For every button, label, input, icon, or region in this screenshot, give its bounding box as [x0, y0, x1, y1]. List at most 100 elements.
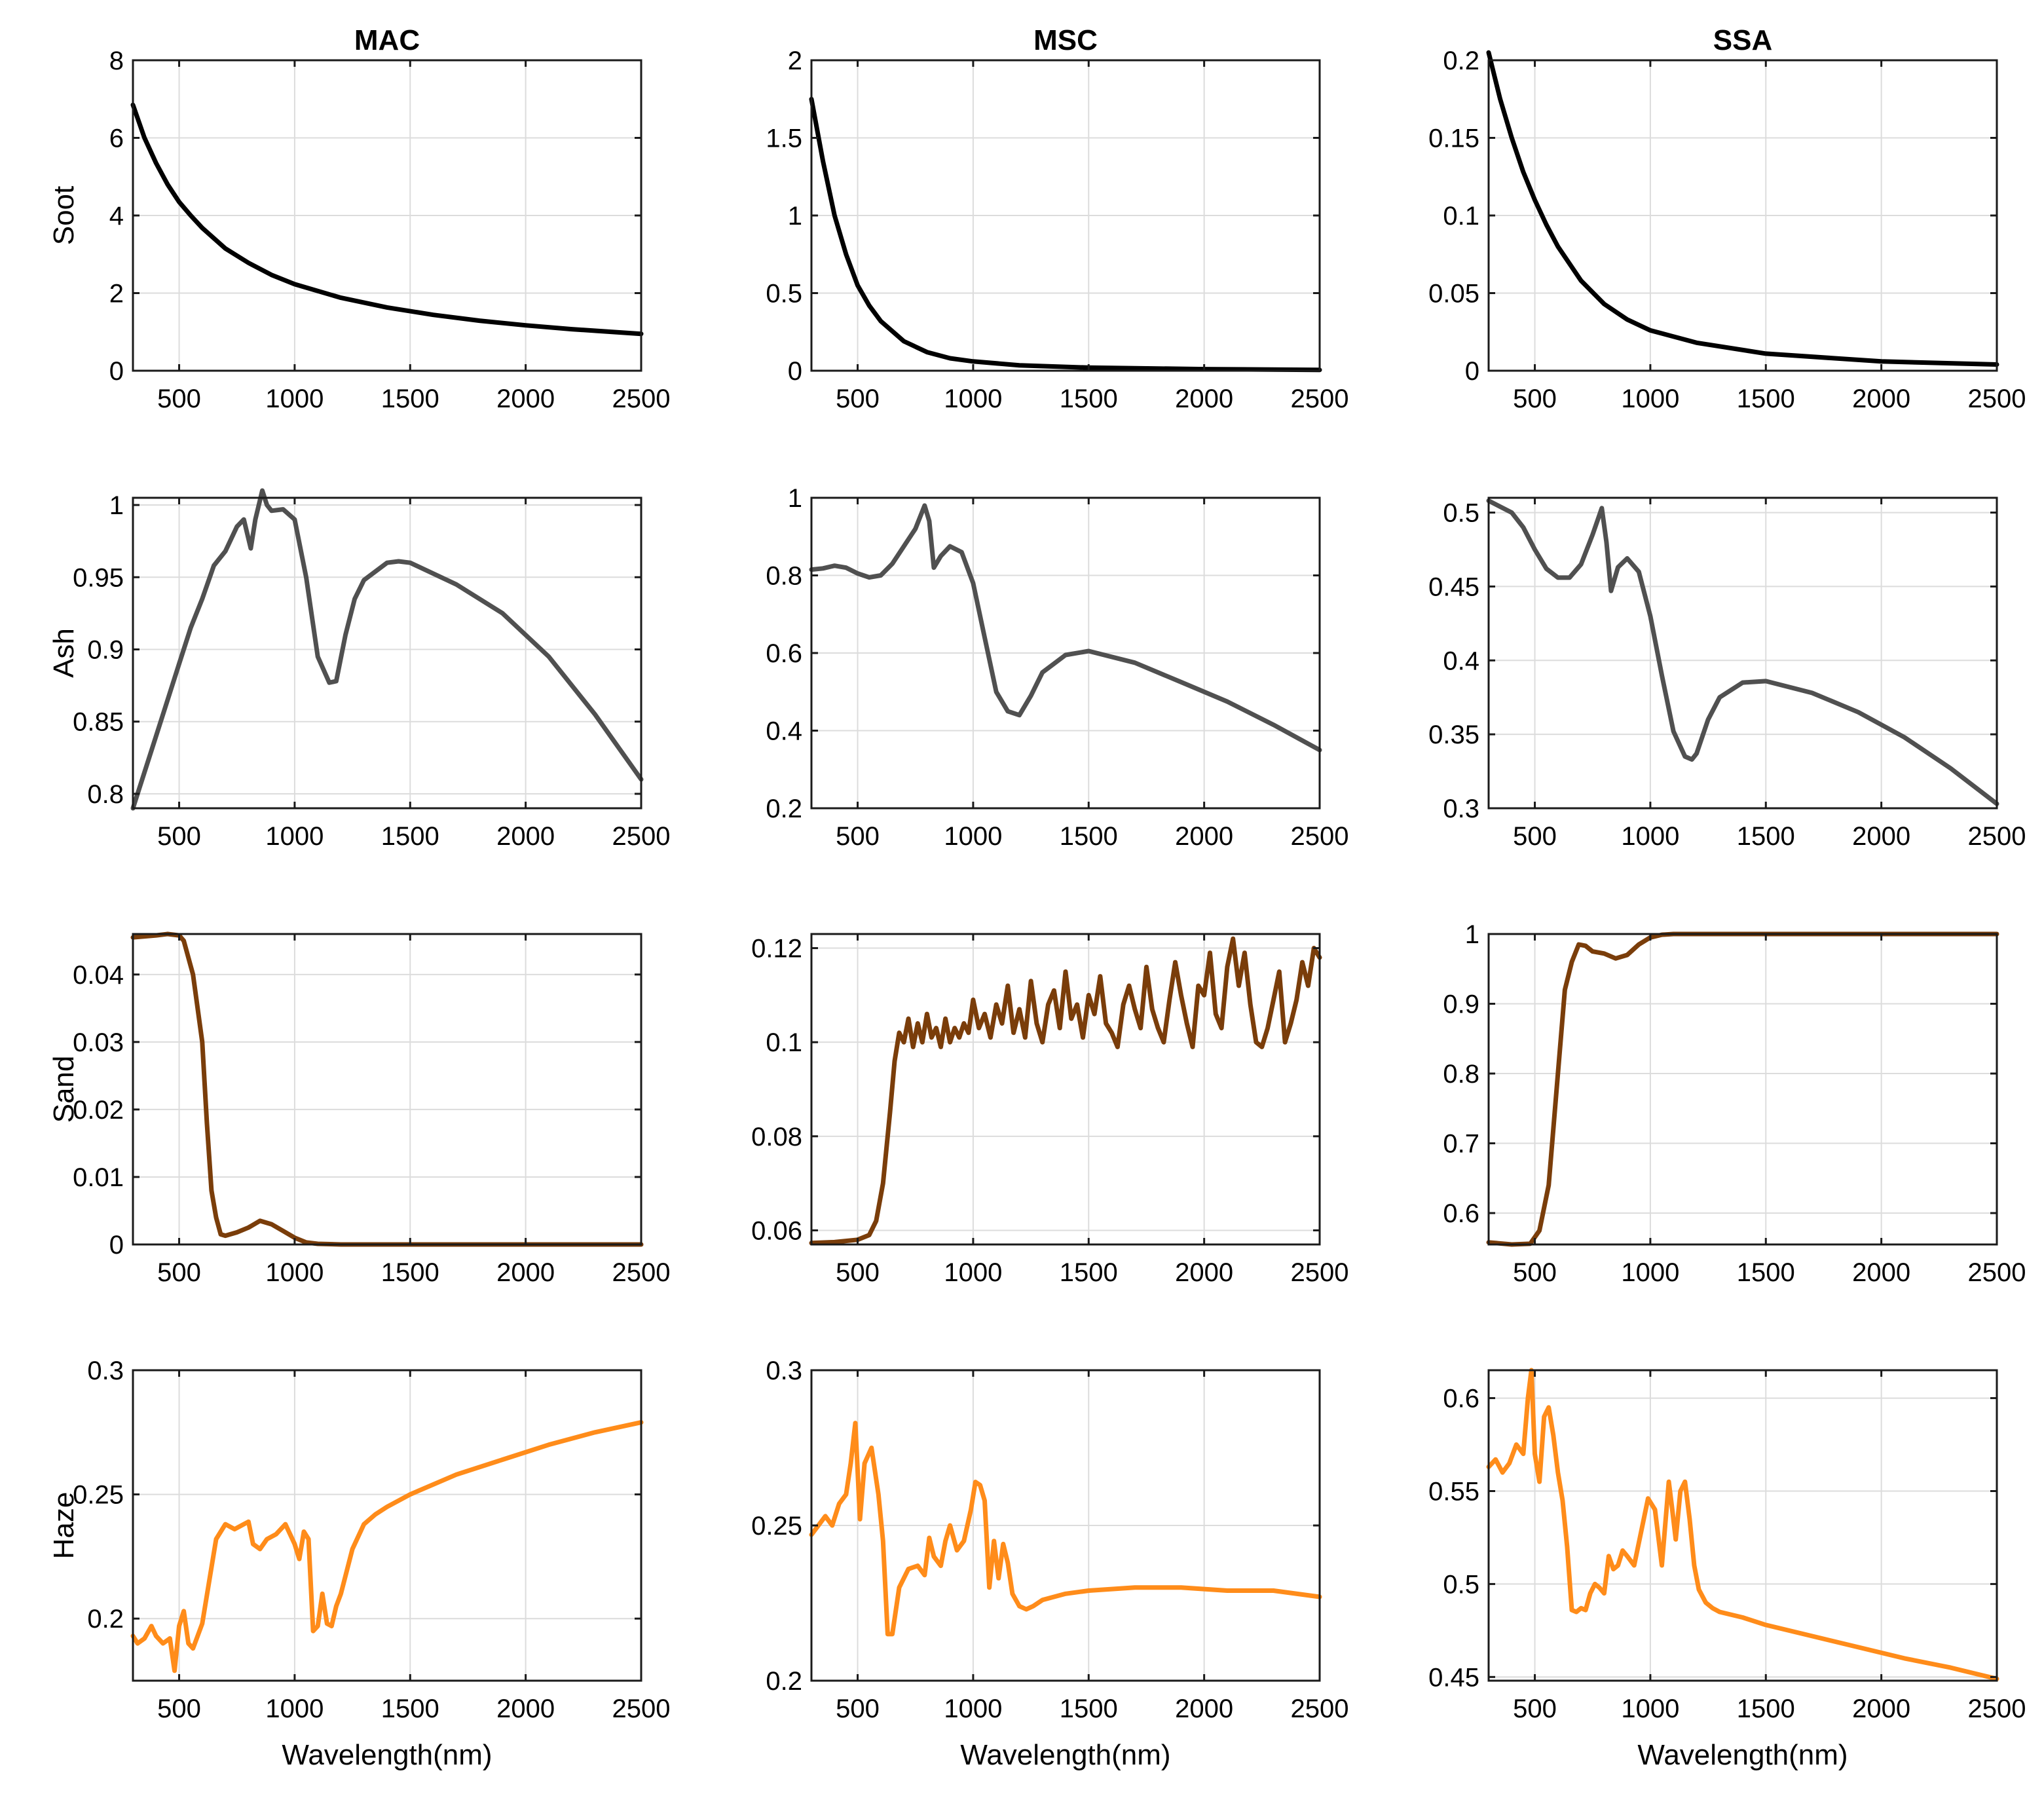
y-tick-label: 4 — [109, 202, 124, 231]
panel-ash-ssa: 500 1000 1500 2000 2500 0.3 0.35 0.4 0.45 0.5 — [1428, 496, 2026, 851]
y-tick-label: 0 — [109, 1231, 124, 1260]
y-tick-label: 0.12 — [751, 935, 802, 963]
y-tick-label: 0.03 — [73, 1028, 124, 1057]
x-tick-label: 2000 — [1175, 384, 1233, 413]
x-tick-label: 2500 — [1291, 822, 1349, 851]
x-tick-label: 500 — [836, 822, 880, 851]
panel-soot-msc: 500 1000 1500 2000 2500 0 0.5 1 1.5 2 — [766, 47, 1348, 413]
series-line-haze-mac — [130, 1420, 644, 1673]
y-tick-label: 1 — [1465, 920, 1479, 949]
plot-area — [133, 1370, 641, 1681]
x-tick-label: 2500 — [1291, 1258, 1349, 1287]
panel-ash-msc: 500 1000 1500 2000 2500 0.2 0.4 0.6 0.8 1 — [766, 484, 1348, 851]
y-tick-label: 0.8 — [1443, 1060, 1479, 1089]
y-tick-label: 1 — [788, 202, 802, 231]
x-tick-label: 500 — [836, 1258, 880, 1287]
x-tick-label: 2000 — [1852, 1694, 1910, 1723]
y-tick-label: 0.5 — [1443, 499, 1479, 528]
x-tick-label: 1500 — [1737, 1258, 1795, 1287]
x-tick-label: 1500 — [1737, 822, 1795, 851]
x-tick-label: 1500 — [1060, 384, 1118, 413]
plot-area — [1489, 934, 1997, 1244]
y-tick-label: 1 — [109, 491, 124, 520]
y-tick-label: 0.2 — [766, 794, 802, 823]
column-title-ssa: SSA — [1713, 24, 1772, 56]
y-tick-label: 1 — [788, 484, 802, 513]
x-tick-label: 2000 — [496, 822, 555, 851]
y-tick-label: 8 — [109, 47, 124, 75]
plot-area — [1489, 498, 1997, 808]
x-tick-label: 500 — [157, 384, 201, 413]
x-tick-label: 2000 — [1175, 1258, 1233, 1287]
plot-area — [1489, 1370, 1997, 1681]
y-tick-label: 0.35 — [1428, 720, 1479, 749]
y-tick-label: 2 — [788, 47, 802, 75]
x-tick-label: 500 — [157, 822, 201, 851]
x-tick-label: 1000 — [265, 822, 324, 851]
x-tick-label: 1000 — [1621, 822, 1679, 851]
plot-area — [133, 498, 641, 808]
x-axis-label-ssa: Wavelength(nm) — [1637, 1739, 1848, 1771]
series-line-ash-mac — [130, 488, 644, 811]
series-line-soot-ssa — [1486, 50, 1999, 367]
x-tick-label: 1000 — [944, 822, 1002, 851]
series-line-soot-msc — [809, 96, 1322, 373]
y-tick-label: 0.01 — [73, 1163, 124, 1192]
x-tick-label: 1000 — [265, 1258, 324, 1287]
x-tick-label: 1500 — [381, 822, 439, 851]
y-tick-label: 0.3 — [87, 1356, 124, 1385]
panel-haze-ssa: 500 1000 1500 2000 2500 0.45 0.5 0.55 0.6 — [1428, 1368, 2026, 1723]
x-tick-label: 1000 — [265, 384, 324, 413]
y-tick-label: 0.6 — [1443, 1385, 1479, 1413]
y-tick-label: 0.08 — [751, 1123, 802, 1151]
x-tick-label: 1000 — [944, 1258, 1002, 1287]
x-tick-label: 500 — [1513, 1694, 1557, 1723]
x-tick-label: 2000 — [496, 1258, 555, 1287]
x-tick-label: 1000 — [265, 1694, 324, 1723]
y-tick-label: 0.85 — [73, 708, 124, 737]
x-tick-label: 1500 — [381, 1694, 439, 1723]
x-tick-label: 500 — [1513, 1258, 1557, 1287]
x-tick-label: 500 — [1513, 384, 1557, 413]
y-tick-label: 2 — [109, 280, 124, 308]
column-title-mac: MAC — [354, 24, 420, 56]
y-tick-label: 0.25 — [73, 1481, 124, 1510]
x-tick-label: 1500 — [381, 1258, 439, 1287]
panel-sand-msc: 500 1000 1500 2000 2500 0.06 0.08 0.1 0.12 — [751, 933, 1349, 1287]
series-line-ash-msc — [809, 503, 1322, 753]
y-tick-label: 0.06 — [751, 1216, 802, 1245]
y-tick-label: 0.3 — [1443, 794, 1479, 823]
x-tick-label: 1000 — [1621, 384, 1679, 413]
x-tick-label: 1500 — [1060, 1694, 1118, 1723]
x-tick-label: 2500 — [1968, 1694, 2026, 1723]
y-tick-label: 1.5 — [766, 124, 802, 153]
series-line-haze-ssa — [1486, 1368, 1999, 1681]
axes-frame — [132, 933, 642, 1246]
panel-sand-mac: 500 1000 1500 2000 2500 0 0.01 0.02 0.03 0.04 — [73, 931, 670, 1287]
panel-soot-mac: 500 1000 1500 2000 2500 0 2 4 6 8 — [109, 47, 671, 413]
x-tick-label: 1500 — [1737, 1694, 1795, 1723]
axes-frame — [810, 933, 1321, 1246]
panel-haze-mac: 500 1000 1500 2000 2500 0.2 0.25 0.3 — [73, 1356, 670, 1723]
axes-frame — [1487, 933, 1998, 1246]
y-tick-label: 0.4 — [1443, 646, 1479, 675]
x-tick-label: 1000 — [944, 384, 1002, 413]
x-tick-label: 1500 — [1060, 1258, 1118, 1287]
x-tick-label: 2500 — [612, 384, 671, 413]
x-tick-label: 2500 — [1968, 1258, 2026, 1287]
x-axis-label-msc: Wavelength(nm) — [960, 1739, 1170, 1771]
y-tick-label: 0.04 — [73, 961, 124, 990]
x-tick-label: 2000 — [1852, 1258, 1910, 1287]
y-tick-label: 0.4 — [766, 717, 802, 746]
y-tick-label: 0.8 — [87, 780, 124, 809]
y-tick-label: 0.9 — [87, 635, 124, 664]
y-tick-label: 0.6 — [1443, 1199, 1479, 1228]
axes-frame — [1487, 496, 1998, 810]
y-tick-label: 0.55 — [1428, 1477, 1479, 1506]
y-tick-label: 0.1 — [1443, 202, 1479, 231]
panel-haze-msc: 500 1000 1500 2000 2500 0.2 0.25 0.3 — [751, 1356, 1348, 1723]
x-tick-label: 500 — [836, 1694, 880, 1723]
x-tick-label: 2500 — [1968, 822, 2026, 851]
row-label-sand: Sand — [48, 1056, 80, 1123]
x-tick-label: 2000 — [1175, 822, 1233, 851]
